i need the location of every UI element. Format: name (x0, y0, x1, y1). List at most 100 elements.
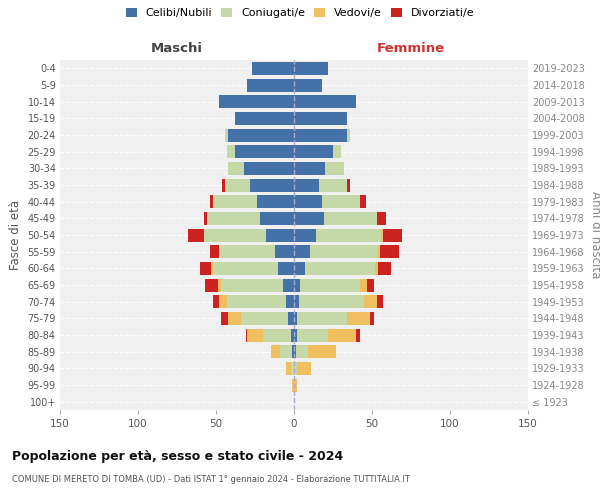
Bar (213, 195, 257, 208)
Bar (229, 162, 244, 175)
Bar (283, 278, 294, 291)
Bar (263, 328, 291, 342)
Bar (260, 212, 294, 225)
Bar (229, 312, 241, 325)
Bar (291, 362, 294, 375)
Bar (229, 128, 294, 141)
Bar (322, 195, 359, 208)
Bar (247, 328, 263, 342)
Bar (294, 295, 299, 308)
Bar (226, 128, 229, 141)
Bar (271, 345, 280, 358)
Bar (219, 95, 294, 108)
Text: Maschi: Maschi (151, 42, 203, 55)
Bar (370, 312, 374, 325)
Bar (203, 228, 266, 241)
Bar (294, 312, 297, 325)
Bar (227, 145, 235, 158)
Bar (205, 278, 218, 291)
Bar (294, 212, 323, 225)
Bar (294, 378, 297, 392)
Bar (356, 328, 359, 342)
Bar (383, 228, 401, 241)
Bar (211, 262, 213, 275)
Bar (294, 345, 296, 358)
Bar (241, 312, 288, 325)
Bar (300, 278, 359, 291)
Bar (297, 362, 311, 375)
Bar (294, 245, 310, 258)
Bar (292, 378, 294, 392)
Bar (294, 178, 319, 192)
Bar (296, 345, 308, 358)
Bar (347, 178, 350, 192)
Y-axis label: Fasce di età: Fasce di età (9, 200, 22, 270)
Bar (245, 328, 247, 342)
Bar (188, 228, 203, 241)
Bar (210, 245, 219, 258)
Bar (375, 262, 378, 275)
Bar (333, 145, 341, 158)
Bar (294, 262, 305, 275)
Bar (377, 212, 386, 225)
Bar (299, 295, 364, 308)
Bar (235, 145, 294, 158)
Bar (359, 195, 366, 208)
Bar (218, 278, 221, 291)
Bar (294, 128, 347, 141)
Y-axis label: Anni di nascita: Anni di nascita (589, 192, 600, 278)
Bar (294, 278, 300, 291)
Bar (378, 262, 391, 275)
Bar (310, 245, 378, 258)
Bar (328, 328, 356, 342)
Legend: Celibi/Nubili, Coniugati/e, Vedovi/e, Divorziati/e: Celibi/Nubili, Coniugati/e, Vedovi/e, Di… (124, 6, 476, 20)
Bar (294, 228, 316, 241)
Bar (210, 195, 213, 208)
Bar (286, 295, 294, 308)
Text: Popolazione per età, sesso e stato civile - 2024: Popolazione per età, sesso e stato civil… (12, 450, 343, 463)
Bar (359, 278, 367, 291)
Bar (305, 262, 375, 275)
Bar (219, 245, 275, 258)
Bar (213, 262, 278, 275)
Bar (244, 162, 294, 175)
Bar (367, 278, 374, 291)
Bar (278, 262, 294, 275)
Bar (292, 345, 294, 358)
Bar (294, 145, 333, 158)
Text: COMUNE DI MERETO DI TOMBA (UD) - Dati ISTAT 1° gennaio 2024 - Elaborazione TUTTI: COMUNE DI MERETO DI TOMBA (UD) - Dati IS… (12, 475, 410, 484)
Bar (382, 228, 383, 241)
Bar (378, 245, 380, 258)
Bar (222, 178, 226, 192)
Bar (247, 78, 294, 92)
Bar (286, 362, 291, 375)
Bar (294, 328, 297, 342)
Bar (294, 95, 356, 108)
Bar (226, 178, 250, 192)
Bar (316, 228, 382, 241)
Bar (347, 128, 350, 141)
Bar (294, 78, 322, 92)
Bar (206, 212, 260, 225)
Bar (221, 312, 229, 325)
Bar (297, 312, 347, 325)
Bar (294, 195, 322, 208)
Bar (280, 345, 292, 358)
Bar (235, 112, 294, 125)
Bar (308, 345, 336, 358)
Bar (250, 178, 294, 192)
Bar (325, 162, 344, 175)
Bar (275, 245, 294, 258)
Bar (294, 162, 325, 175)
Text: Femmine: Femmine (377, 42, 445, 55)
Bar (364, 295, 377, 308)
Bar (213, 295, 219, 308)
Bar (291, 328, 294, 342)
Bar (380, 245, 398, 258)
Bar (219, 295, 227, 308)
Bar (288, 312, 294, 325)
Bar (294, 112, 347, 125)
Bar (221, 278, 283, 291)
Bar (347, 312, 370, 325)
Bar (319, 178, 347, 192)
